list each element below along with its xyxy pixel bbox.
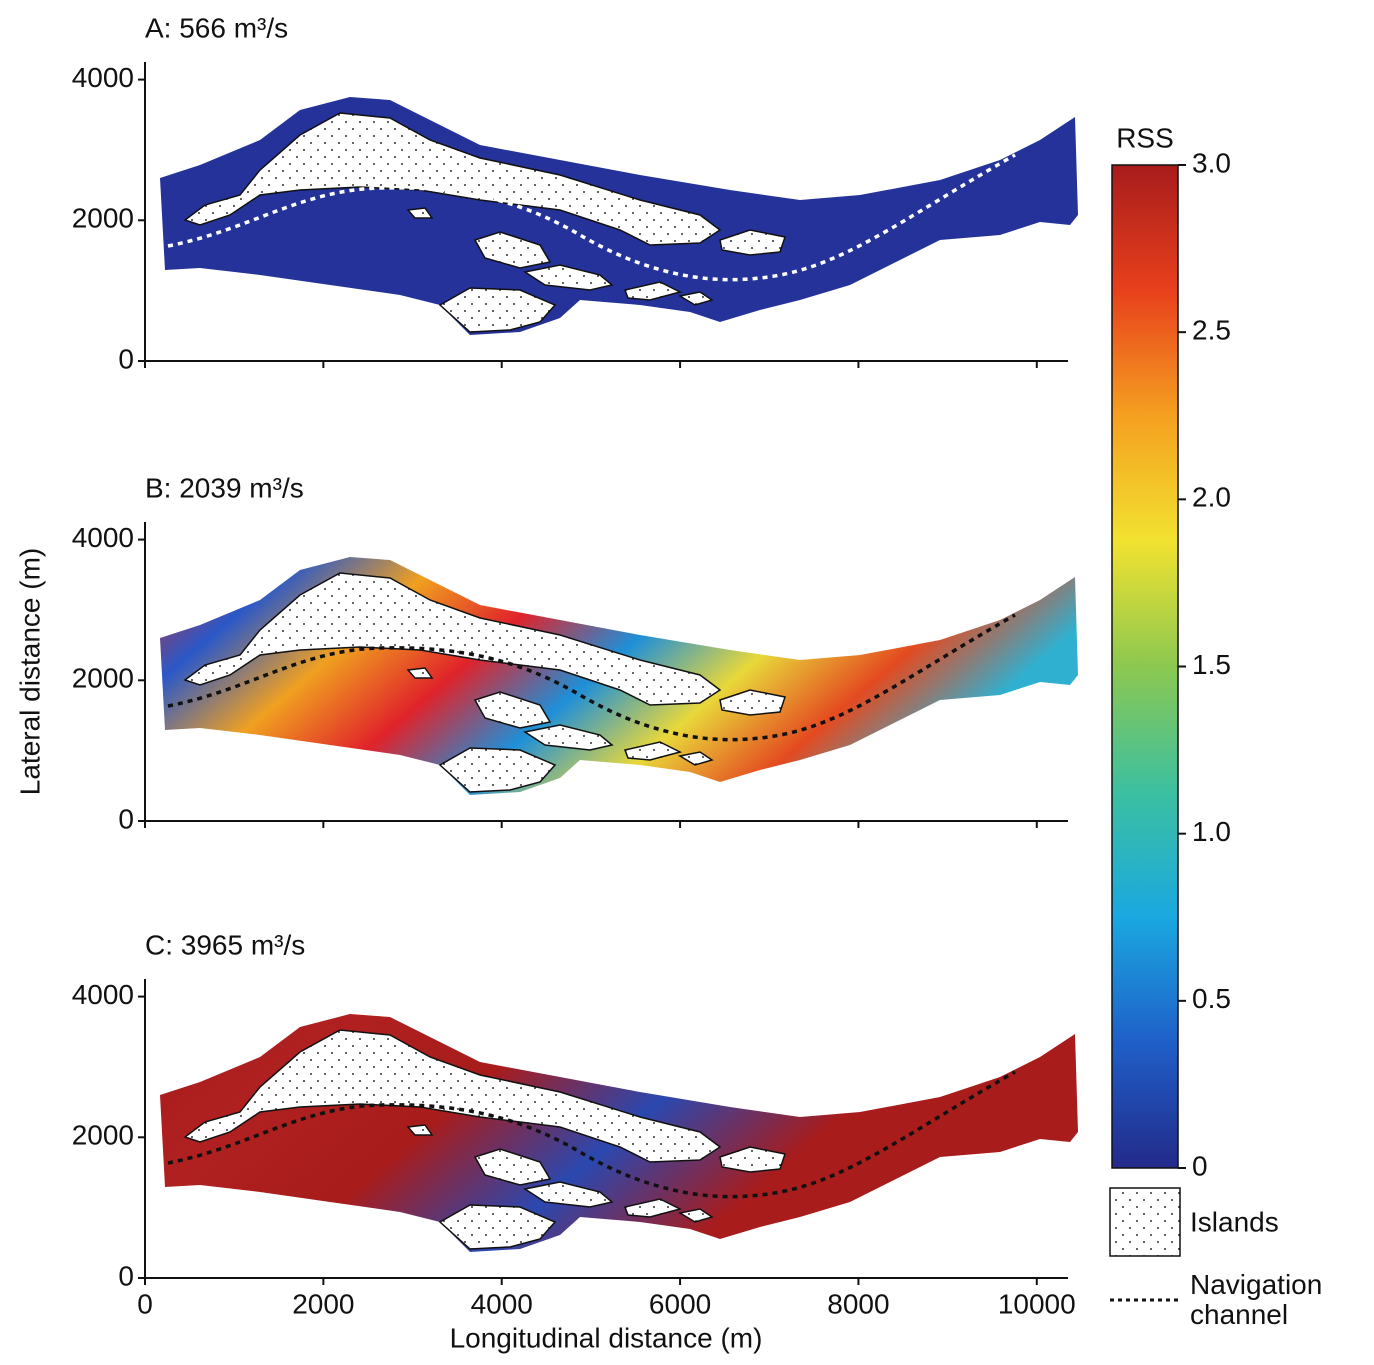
island (183, 572, 722, 706)
panel-title: A: 566 m³/s (145, 12, 288, 43)
island (438, 1204, 557, 1250)
x-tick-label: 2000 (292, 1288, 354, 1319)
panel-title: B: 2039 m³/s (145, 472, 304, 503)
y-tick-label: 2000 (72, 663, 134, 694)
island (183, 112, 722, 246)
colorbar-tick-label: 0 (1192, 1150, 1208, 1181)
x-tick-label: 10000 (998, 1288, 1076, 1319)
island (719, 1146, 786, 1173)
x-tick-label: 0 (137, 1288, 153, 1319)
y-tick-label: 0 (118, 1260, 134, 1291)
island (623, 281, 683, 301)
y-tick-label: 2000 (72, 203, 134, 234)
island (677, 1208, 714, 1223)
colorbar-tick-label: 2.0 (1192, 482, 1231, 513)
island (438, 747, 557, 793)
x-tick-label: 8000 (827, 1288, 889, 1319)
y-tick-label: 0 (118, 343, 134, 374)
colorbar-tick-label: 1.5 (1192, 649, 1231, 680)
colorbar-tick-label: 3.0 (1192, 147, 1231, 178)
map (160, 557, 1078, 795)
island (623, 741, 683, 761)
x-tick-label: 6000 (649, 1288, 711, 1319)
island (523, 264, 614, 291)
y-tick-label: 0 (118, 803, 134, 834)
map (160, 1014, 1078, 1252)
island (719, 229, 786, 256)
colorbar-title: RSS (1116, 122, 1174, 153)
island (623, 1198, 683, 1218)
island (473, 231, 552, 269)
y-tick-label: 4000 (72, 62, 134, 93)
island (473, 1148, 552, 1186)
island (406, 207, 434, 219)
island (438, 287, 557, 333)
y-tick-label: 4000 (72, 522, 134, 553)
navigation-channel (167, 153, 1016, 282)
islands-swatch (1109, 1187, 1181, 1257)
legend-islands: Islands (1190, 1206, 1279, 1237)
x-tick-label: 4000 (471, 1288, 533, 1319)
colorbar-tick-label: 1.0 (1192, 816, 1231, 847)
y-tick-label: 2000 (72, 1120, 134, 1151)
y-axis-label: Lateral distance (m) (14, 548, 45, 795)
island (473, 691, 552, 729)
island (677, 291, 714, 306)
island (677, 751, 714, 766)
island (719, 689, 786, 716)
navigation-channel (167, 613, 1016, 742)
panel-title: C: 3965 m³/s (145, 929, 305, 960)
colorbar-tick-label: 2.5 (1192, 315, 1231, 346)
island (523, 1181, 614, 1208)
island (523, 724, 614, 751)
colorbar (1111, 164, 1179, 1169)
island (183, 1029, 722, 1163)
island (406, 667, 434, 679)
map (160, 97, 1078, 335)
navigation-channel (167, 1070, 1016, 1199)
colorbar-tick-label: 0.5 (1192, 983, 1231, 1014)
y-tick-label: 4000 (72, 979, 134, 1010)
x-axis-label: Longitudinal distance (m) (450, 1322, 763, 1353)
legend-channel: Navigation channel (1190, 1269, 1323, 1330)
island (406, 1124, 434, 1136)
